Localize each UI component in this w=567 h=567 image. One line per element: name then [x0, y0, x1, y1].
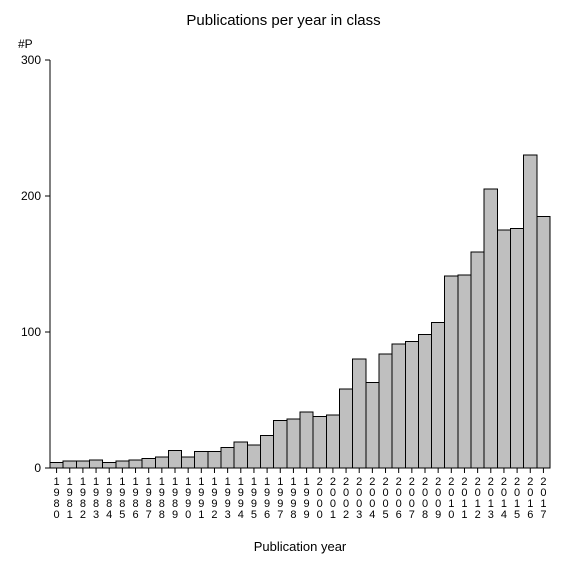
- bar: [168, 450, 181, 468]
- bar: [405, 342, 418, 468]
- x-axis-label: Publication year: [254, 539, 347, 554]
- bar: [379, 354, 392, 468]
- x-tick-year-char: 0: [54, 509, 60, 521]
- x-axis-category-labels: 1980198119821983198419851986198719881989…: [54, 476, 547, 521]
- bar: [300, 412, 313, 468]
- x-tick-year-char: 2: [343, 509, 349, 521]
- x-tick-year-char: 1: [461, 509, 467, 521]
- bar: [261, 435, 274, 468]
- bar: [497, 230, 510, 468]
- bar: [129, 460, 142, 468]
- bar: [221, 448, 234, 468]
- bar: [208, 452, 221, 468]
- x-tick-year-char: 4: [369, 509, 375, 521]
- x-tick-year-char: 5: [514, 509, 520, 521]
- bar: [418, 335, 431, 468]
- bar: [247, 445, 260, 468]
- x-tick-year-char: 7: [277, 509, 283, 521]
- x-tick-year-char: 0: [185, 509, 191, 521]
- bar: [458, 275, 471, 468]
- bar: [50, 463, 63, 468]
- bars-group: [50, 155, 550, 468]
- bar: [392, 344, 405, 468]
- bar: [353, 359, 366, 468]
- chart-title: Publications per year in class: [186, 12, 380, 29]
- x-tick-year-char: 5: [119, 509, 125, 521]
- bar: [524, 155, 537, 468]
- x-axis-ticks: [57, 468, 544, 473]
- x-tick-year-char: 5: [382, 509, 388, 521]
- x-tick-year-char: 8: [159, 509, 165, 521]
- bar: [432, 322, 445, 468]
- bar: [287, 419, 300, 468]
- bar: [313, 416, 326, 468]
- bar: [366, 382, 379, 468]
- bar: [537, 216, 550, 468]
- bar-chart-svg: Publications per year in class #P 010020…: [0, 0, 567, 567]
- x-tick-year-char: 4: [238, 509, 244, 521]
- x-tick-year-char: 3: [93, 509, 99, 521]
- bar: [339, 389, 352, 468]
- x-tick-year-char: 6: [132, 509, 138, 521]
- bar: [142, 458, 155, 468]
- bar: [195, 452, 208, 468]
- y-axis-ticks: 0 100 200 300: [21, 53, 50, 475]
- x-tick-year-char: 1: [67, 509, 73, 521]
- x-tick-year-char: 1: [330, 509, 336, 521]
- bar: [326, 415, 339, 468]
- x-tick-year-char: 7: [540, 509, 546, 521]
- y-axis-short-label: #P: [18, 37, 33, 51]
- y-tick-label: 300: [21, 53, 41, 67]
- bar: [116, 461, 129, 468]
- bar: [155, 457, 168, 468]
- x-tick-year-char: 4: [501, 509, 507, 521]
- bar: [484, 189, 497, 468]
- x-tick-year-char: 6: [264, 509, 270, 521]
- y-tick-label: 200: [21, 189, 41, 203]
- bar: [445, 276, 458, 468]
- x-tick-year-char: 0: [448, 509, 454, 521]
- x-tick-year-char: 3: [225, 509, 231, 521]
- x-tick-year-char: 8: [422, 509, 428, 521]
- x-tick-year-char: 2: [211, 509, 217, 521]
- x-tick-year-char: 6: [527, 509, 533, 521]
- x-tick-year-char: 1: [198, 509, 204, 521]
- bar: [182, 457, 195, 468]
- y-tick-label: 100: [21, 325, 41, 339]
- x-tick-year-char: 6: [396, 509, 402, 521]
- bar: [471, 252, 484, 468]
- bar: [511, 229, 524, 468]
- x-tick-year-char: 8: [290, 509, 296, 521]
- x-tick-year-char: 4: [106, 509, 112, 521]
- x-tick-year-char: 5: [251, 509, 257, 521]
- bar: [234, 442, 247, 468]
- x-tick-year-char: 9: [172, 509, 178, 521]
- bar: [76, 461, 89, 468]
- x-tick-year-char: 2: [80, 509, 86, 521]
- x-tick-year-char: 2: [475, 509, 481, 521]
- x-tick-year-char: 3: [488, 509, 494, 521]
- x-tick-year-char: 9: [304, 509, 310, 521]
- chart-container: Publications per year in class #P 010020…: [0, 0, 567, 567]
- bar: [274, 420, 287, 468]
- x-tick-year-char: 9: [435, 509, 441, 521]
- bar: [63, 461, 76, 468]
- x-tick-year-char: 0: [317, 509, 323, 521]
- x-tick-year-char: 3: [356, 509, 362, 521]
- bar: [89, 460, 102, 468]
- x-tick-year-char: 7: [409, 509, 415, 521]
- bar: [103, 463, 116, 468]
- x-tick-year-char: 7: [146, 509, 152, 521]
- y-tick-label: 0: [34, 461, 41, 475]
